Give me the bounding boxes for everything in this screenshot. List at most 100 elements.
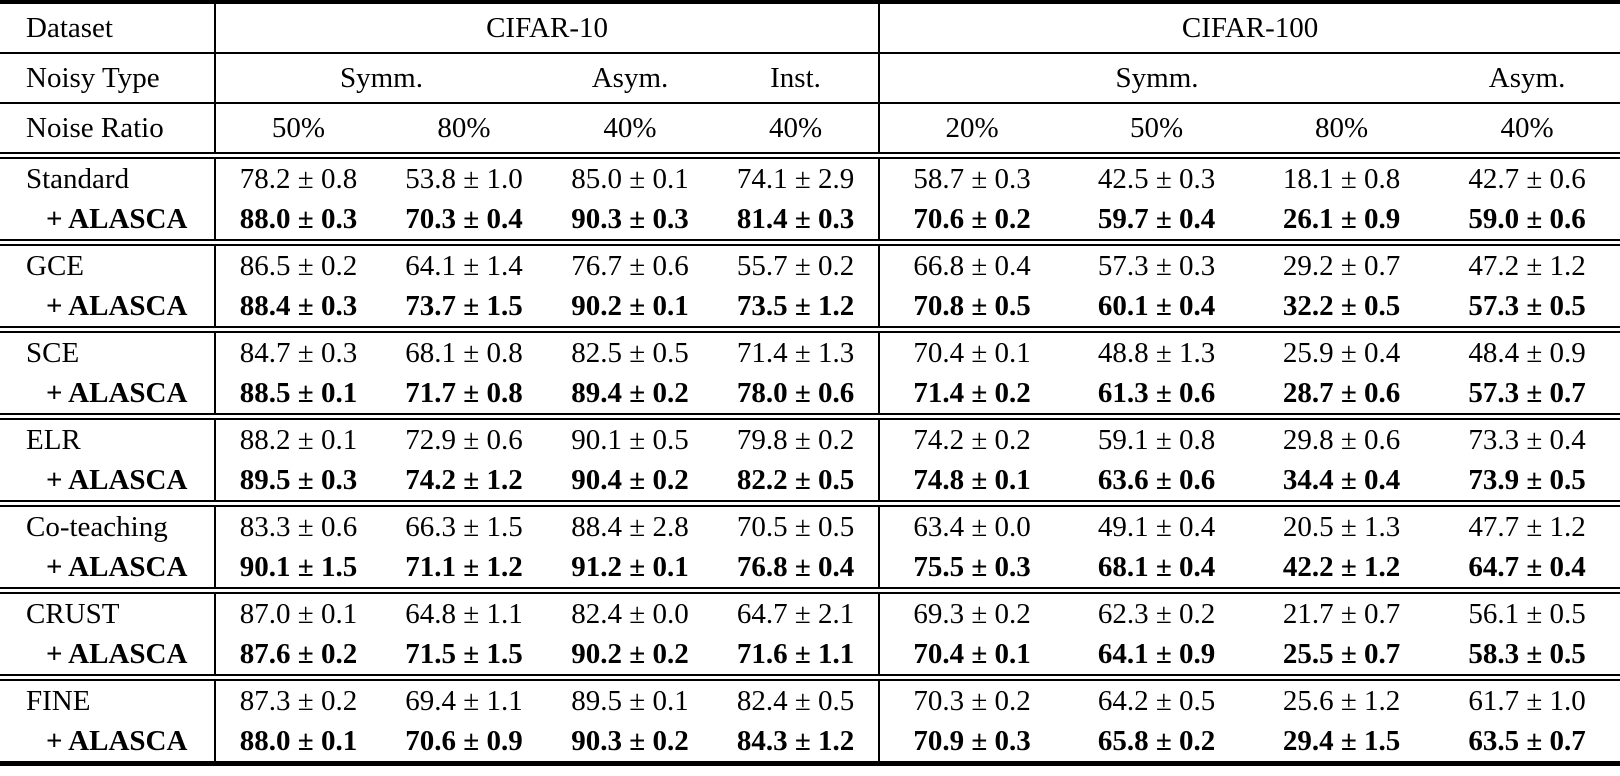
method-name-cell: SCE — [26, 336, 80, 369]
value-cell: 89.4 ± 0.2 — [571, 376, 689, 409]
value-cell: 69.3 ± 0.2 — [878, 590, 1065, 634]
value-cell: 88.4 ± 0.3 — [214, 286, 381, 330]
cifar100-group-header: CIFAR-100 — [878, 2, 1620, 54]
value-cell: 64.1 ± 1.4 — [405, 249, 523, 282]
noisy-type-header-row: Noisy Type Symm. Asym. Inst. Symm. Asym. — [0, 53, 1620, 104]
noise-ratio-cell: 80% — [1249, 103, 1435, 159]
value-cell: 70.4 ± 0.1 — [878, 634, 1065, 678]
value-cell: 63.6 ± 0.6 — [1097, 463, 1216, 496]
value-cell: 75.5 ± 0.3 — [878, 547, 1065, 591]
method-name-cell: Co-teaching — [26, 510, 168, 543]
alasca-label-cell: + ALASCA — [46, 289, 188, 322]
value-cell: 42.5 ± 0.3 — [1097, 162, 1216, 195]
value-cell: 73.9 ± 0.5 — [1468, 463, 1586, 496]
value-cell: 63.5 ± 0.7 — [1468, 724, 1586, 757]
value-cell: 64.8 ± 1.1 — [405, 597, 523, 630]
method-block: GCE 86.5 ± 0.2 64.1 ± 1.4 76.7 ± 0.6 55.7 ±… — [0, 242, 1620, 330]
value-cell: 60.1 ± 0.4 — [1097, 289, 1216, 322]
method-base-row: ELR 88.2 ± 0.1 72.9 ± 0.6 90.1 ± 0.5 79.8 ±… — [0, 416, 1620, 460]
value-cell: 89.5 ± 0.1 — [571, 684, 689, 717]
alasca-label-cell: + ALASCA — [46, 724, 188, 757]
value-cell: 74.8 ± 0.1 — [878, 460, 1065, 504]
value-cell: 71.5 ± 1.5 — [405, 637, 523, 670]
noise-ratio-cell: 50% — [214, 103, 381, 159]
method-alasca-row: + ALASCA 88.4 ± 0.3 73.7 ± 1.5 90.2 ± 0.1 7… — [0, 286, 1620, 330]
value-cell: 74.2 ± 0.2 — [878, 416, 1065, 460]
method-base-row: FINE 87.3 ± 0.2 69.4 ± 1.1 89.5 ± 0.1 82.4 … — [0, 677, 1620, 721]
value-cell: 64.1 ± 0.9 — [1097, 637, 1216, 670]
alasca-label-cell: + ALASCA — [46, 202, 188, 235]
value-cell: 76.8 ± 0.4 — [736, 550, 855, 583]
value-cell: 59.1 ± 0.8 — [1097, 423, 1216, 456]
value-cell: 29.8 ± 0.6 — [1282, 423, 1401, 456]
alasca-label-cell: + ALASCA — [46, 376, 188, 409]
alasca-label-cell: + ALASCA — [46, 637, 188, 670]
value-cell: 70.3 ± 0.2 — [878, 677, 1065, 721]
value-cell: 90.2 ± 0.2 — [571, 637, 689, 670]
value-cell: 32.2 ± 0.5 — [1282, 289, 1401, 322]
method-alasca-row: + ALASCA 88.0 ± 0.1 70.6 ± 0.9 90.3 ± 0.2 8… — [0, 721, 1620, 764]
value-cell: 62.3 ± 0.2 — [1097, 597, 1216, 630]
value-cell: 70.8 ± 0.5 — [878, 286, 1065, 330]
value-cell: 66.3 ± 1.5 — [405, 510, 523, 543]
noise-ratio-cell: 40% — [713, 103, 880, 159]
value-cell: 42.2 ± 1.2 — [1282, 550, 1401, 583]
value-cell: 64.7 ± 2.1 — [736, 597, 855, 630]
method-name-cell: FINE — [26, 684, 91, 717]
method-base-row: Standard 78.2 ± 0.8 53.8 ± 1.0 85.0 ± 0.1 7… — [0, 155, 1620, 199]
value-cell: 70.3 ± 0.4 — [405, 202, 523, 235]
value-cell: 72.9 ± 0.6 — [405, 423, 523, 456]
value-cell: 34.4 ± 0.4 — [1282, 463, 1401, 496]
value-cell: 86.5 ± 0.2 — [214, 242, 381, 286]
method-block: ELR 88.2 ± 0.1 72.9 ± 0.6 90.1 ± 0.5 79.8 ±… — [0, 416, 1620, 504]
value-cell: 29.4 ± 1.5 — [1282, 724, 1401, 757]
value-cell: 87.6 ± 0.2 — [214, 634, 381, 678]
method-block: SCE 84.7 ± 0.3 68.1 ± 0.8 82.5 ± 0.5 71.4 ±… — [0, 329, 1620, 417]
value-cell: 70.5 ± 0.5 — [736, 510, 855, 543]
value-cell: 21.7 ± 0.7 — [1282, 597, 1401, 630]
value-cell: 49.1 ± 0.4 — [1097, 510, 1216, 543]
value-cell: 71.4 ± 0.2 — [878, 373, 1065, 417]
value-cell: 70.6 ± 0.2 — [878, 199, 1065, 243]
value-cell: 90.4 ± 0.2 — [571, 463, 689, 496]
value-cell: 73.5 ± 1.2 — [736, 289, 855, 322]
value-cell: 59.7 ± 0.4 — [1097, 202, 1216, 235]
value-cell: 90.3 ± 0.3 — [571, 202, 689, 235]
method-name-cell: GCE — [26, 249, 84, 282]
value-cell: 18.1 ± 0.8 — [1282, 162, 1401, 195]
value-cell: 47.7 ± 1.2 — [1468, 510, 1586, 543]
noise-ratio-header-label: Noise Ratio — [0, 103, 215, 159]
value-cell: 57.3 ± 0.3 — [1097, 249, 1216, 282]
value-cell: 53.8 ± 1.0 — [405, 162, 523, 195]
value-cell: 88.2 ± 0.1 — [214, 416, 381, 460]
value-cell: 84.7 ± 0.3 — [214, 329, 381, 373]
alasca-label-cell: + ALASCA — [46, 463, 188, 496]
value-cell: 79.8 ± 0.2 — [736, 423, 855, 456]
method-name-cell: ELR — [26, 423, 81, 456]
value-cell: 48.4 ± 0.9 — [1468, 336, 1586, 369]
value-cell: 88.0 ± 0.3 — [214, 199, 381, 243]
value-cell: 88.0 ± 0.1 — [214, 721, 381, 764]
noise-ratio-cell: 20% — [878, 103, 1065, 159]
value-cell: 26.1 ± 0.9 — [1282, 202, 1401, 235]
method-alasca-row: + ALASCA 90.1 ± 1.5 71.1 ± 1.2 91.2 ± 0.1 7… — [0, 547, 1620, 591]
value-cell: 78.2 ± 0.8 — [214, 155, 381, 199]
value-cell: 25.6 ± 1.2 — [1282, 684, 1401, 717]
method-name-cell: Standard — [26, 162, 130, 195]
value-cell: 90.2 ± 0.1 — [571, 289, 689, 322]
value-cell: 71.7 ± 0.8 — [405, 376, 523, 409]
noise-ratio-cell: 40% — [1434, 103, 1620, 159]
value-cell: 71.6 ± 1.1 — [736, 637, 855, 670]
value-cell: 65.8 ± 0.2 — [1097, 724, 1216, 757]
method-alasca-row: + ALASCA 89.5 ± 0.3 74.2 ± 1.2 90.4 ± 0.2 8… — [0, 460, 1620, 504]
value-cell: 71.1 ± 1.2 — [405, 550, 523, 583]
value-cell: 76.7 ± 0.6 — [571, 249, 689, 282]
cifar10-group-header: CIFAR-10 — [213, 2, 880, 54]
value-cell: 55.7 ± 0.2 — [736, 249, 855, 282]
value-cell: 78.0 ± 0.6 — [736, 376, 855, 409]
value-cell: 61.7 ± 1.0 — [1468, 684, 1586, 717]
value-cell: 82.4 ± 0.0 — [571, 597, 689, 630]
value-cell: 73.7 ± 1.5 — [405, 289, 523, 322]
cifar10-symm-header: Symm. — [214, 53, 547, 104]
value-cell: 74.1 ± 2.9 — [736, 162, 855, 195]
